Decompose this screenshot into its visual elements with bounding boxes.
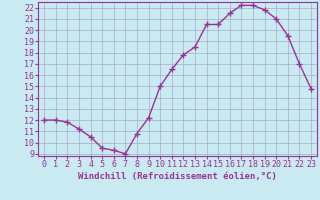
X-axis label: Windchill (Refroidissement éolien,°C): Windchill (Refroidissement éolien,°C) xyxy=(78,172,277,181)
